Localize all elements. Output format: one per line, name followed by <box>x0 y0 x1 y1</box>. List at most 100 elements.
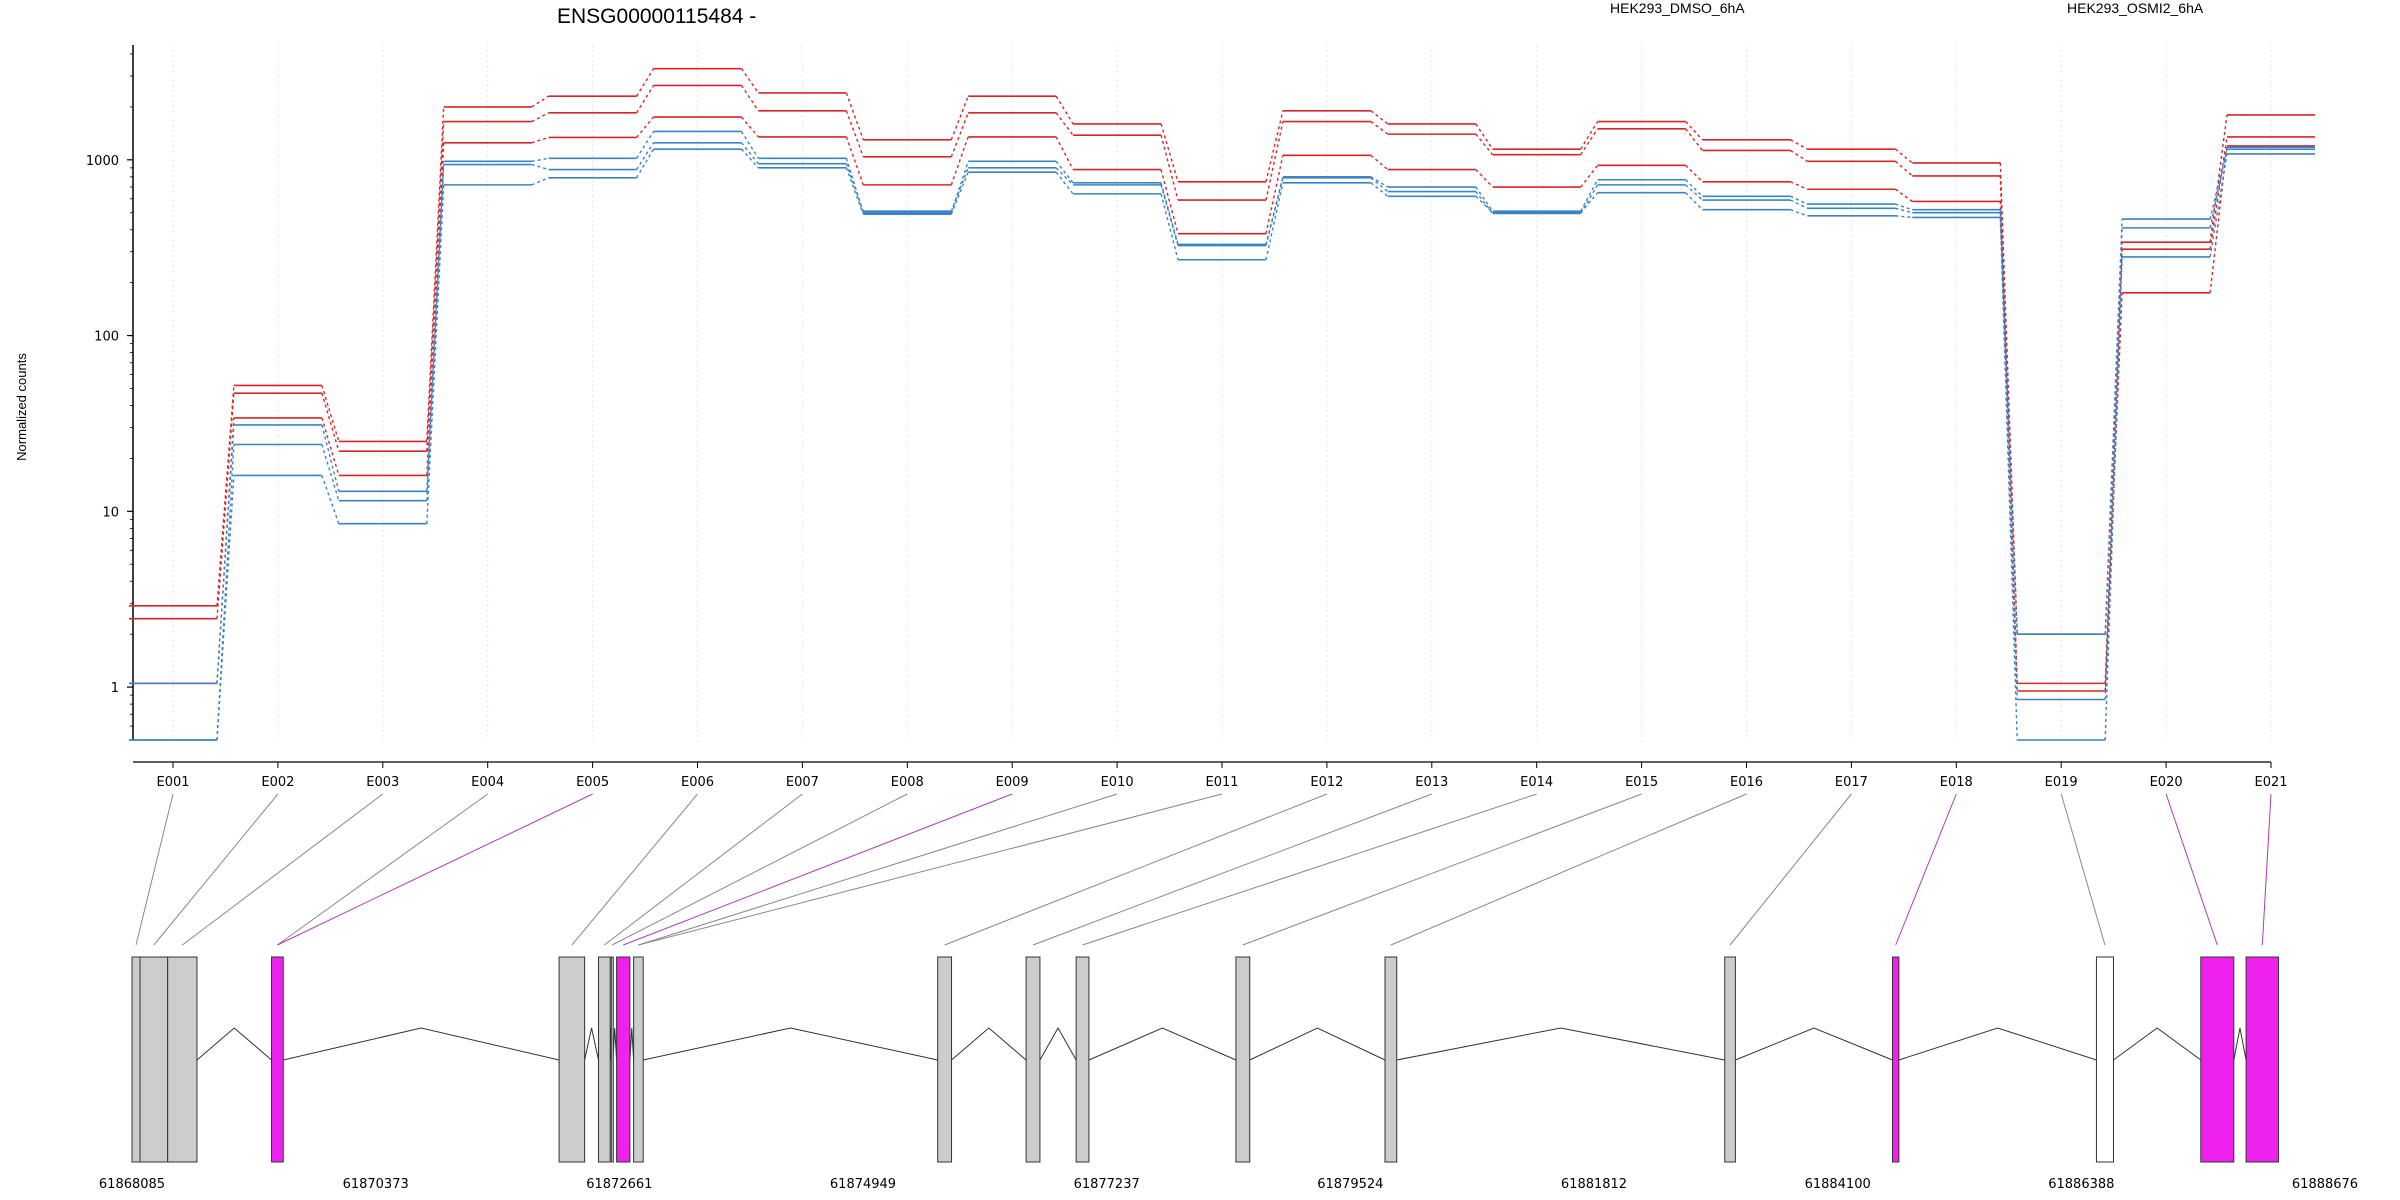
data-connector <box>1370 176 1389 188</box>
intron-line <box>283 1027 560 1061</box>
data-connector <box>1685 121 1704 141</box>
exon-box-5 <box>558 956 586 1163</box>
exon-box-6 <box>597 956 611 1163</box>
data-connector <box>1475 169 1494 188</box>
data-connector <box>1790 181 1808 190</box>
data-connector <box>1580 164 1599 188</box>
data-connector <box>2104 227 2123 700</box>
data-connector <box>1790 209 1808 217</box>
x-tick-label-e021: E021 <box>2254 775 2287 790</box>
exon-link-e017 <box>1729 793 1852 946</box>
exon-box-10 <box>937 956 953 1163</box>
exon-box-8 <box>616 956 631 1163</box>
data-connector <box>1370 121 1389 135</box>
data-connector <box>1475 186 1494 212</box>
x-tick-label-e012: E012 <box>1310 775 1343 790</box>
gridlines <box>172 45 2272 740</box>
exon-track: 61868085 61870373 61872661 61874949 61877237… <box>99 793 2358 1192</box>
x-tick-label-e018: E018 <box>1940 775 1973 790</box>
data-connector <box>1160 123 1179 182</box>
data-connector <box>531 112 549 123</box>
exon-box-7 <box>610 956 614 1163</box>
intron-line <box>1088 1027 1237 1061</box>
exon-box-12 <box>1075 956 1090 1163</box>
data-connector <box>1999 162 2018 635</box>
exon-box-16 <box>1891 956 1900 1163</box>
data-connector <box>1685 128 1704 151</box>
x-tick-label-e015: E015 <box>1625 775 1658 790</box>
x-tick-label-e019: E019 <box>2045 775 2078 790</box>
exon-box-3 <box>167 956 198 1163</box>
series-line-3 <box>129 116 2315 692</box>
data-connector <box>1790 195 1808 205</box>
exon-box-1 <box>131 956 141 1163</box>
data-connector <box>1370 110 1389 125</box>
data-connector <box>950 171 969 215</box>
intron-line <box>1039 1026 1077 1061</box>
intron-line <box>1396 1027 1725 1061</box>
data-connector <box>845 136 864 186</box>
data-connector <box>2209 147 2228 220</box>
coord-label: 61881812 <box>1561 1177 1627 1192</box>
exon-link-e008 <box>611 793 908 946</box>
data-connector <box>1895 203 1913 211</box>
coord-label: 61879524 <box>1317 1177 1383 1192</box>
axes: 1 10 100 1000 E001 E002 E003 E004 E005 E006 E007 E0… <box>86 45 2288 790</box>
intron-line <box>643 1027 938 1061</box>
chart-title: ENSG00000115484 - <box>557 5 756 28</box>
intron-line <box>2233 1027 2247 1061</box>
exon-link-e012 <box>944 793 1328 946</box>
data-connector <box>1370 177 1389 193</box>
data-connector <box>321 475 340 524</box>
data-connector <box>950 136 969 186</box>
coord-label: 61868085 <box>99 1177 165 1192</box>
data-connector <box>531 95 549 108</box>
exon-link-e004 <box>277 793 488 946</box>
x-tick-label-e013: E013 <box>1415 775 1448 790</box>
data-connector <box>740 116 759 138</box>
data-connector <box>1685 184 1703 201</box>
coord-label: 61872661 <box>586 1177 652 1192</box>
exon-link-e011 <box>638 793 1223 946</box>
x-tick-label-e003: E003 <box>366 775 399 790</box>
data-connector <box>1580 192 1599 214</box>
data-connector <box>426 121 445 452</box>
data-connector <box>1685 179 1703 197</box>
exon-link-e010 <box>638 793 1118 946</box>
x-tick-label-e010: E010 <box>1101 775 1134 790</box>
y-tick-label: 100 <box>94 330 119 345</box>
data-connector <box>636 116 655 138</box>
data-connector <box>321 393 340 452</box>
x-tick-label-e005: E005 <box>576 775 609 790</box>
data-connector <box>426 184 445 524</box>
exon-link-e015 <box>1242 793 1642 946</box>
data-connector <box>1475 191 1494 214</box>
data-connector <box>531 157 549 163</box>
series-lines <box>129 67 2315 741</box>
data-connector <box>845 92 864 141</box>
series-line-4 <box>129 130 2315 685</box>
data-connector <box>2209 148 2228 229</box>
intron-line <box>951 1027 1027 1061</box>
data-connector <box>216 424 235 684</box>
data-connector <box>740 148 759 169</box>
data-connector <box>2209 136 2228 250</box>
exon-box-17 <box>2095 956 2114 1163</box>
exon-link-e021 <box>2261 793 2272 946</box>
data-connector <box>1055 112 1074 136</box>
data-connector <box>2104 256 2123 741</box>
exon-link-e018 <box>1895 793 1957 946</box>
data-connector <box>1999 209 2018 635</box>
y-axis-label: Normalized counts <box>14 353 29 461</box>
intron-line <box>1249 1027 1386 1061</box>
exon-box-18 <box>2200 956 2235 1163</box>
data-connector <box>1894 188 1913 202</box>
data-connector <box>1265 155 1284 234</box>
coord-label: 61888676 <box>2292 1177 2358 1192</box>
exon-link-e003 <box>182 793 384 946</box>
data-connector <box>1790 199 1808 209</box>
data-connector <box>1475 133 1494 156</box>
intron-line <box>1735 1027 1893 1061</box>
data-connector <box>1265 182 1284 260</box>
